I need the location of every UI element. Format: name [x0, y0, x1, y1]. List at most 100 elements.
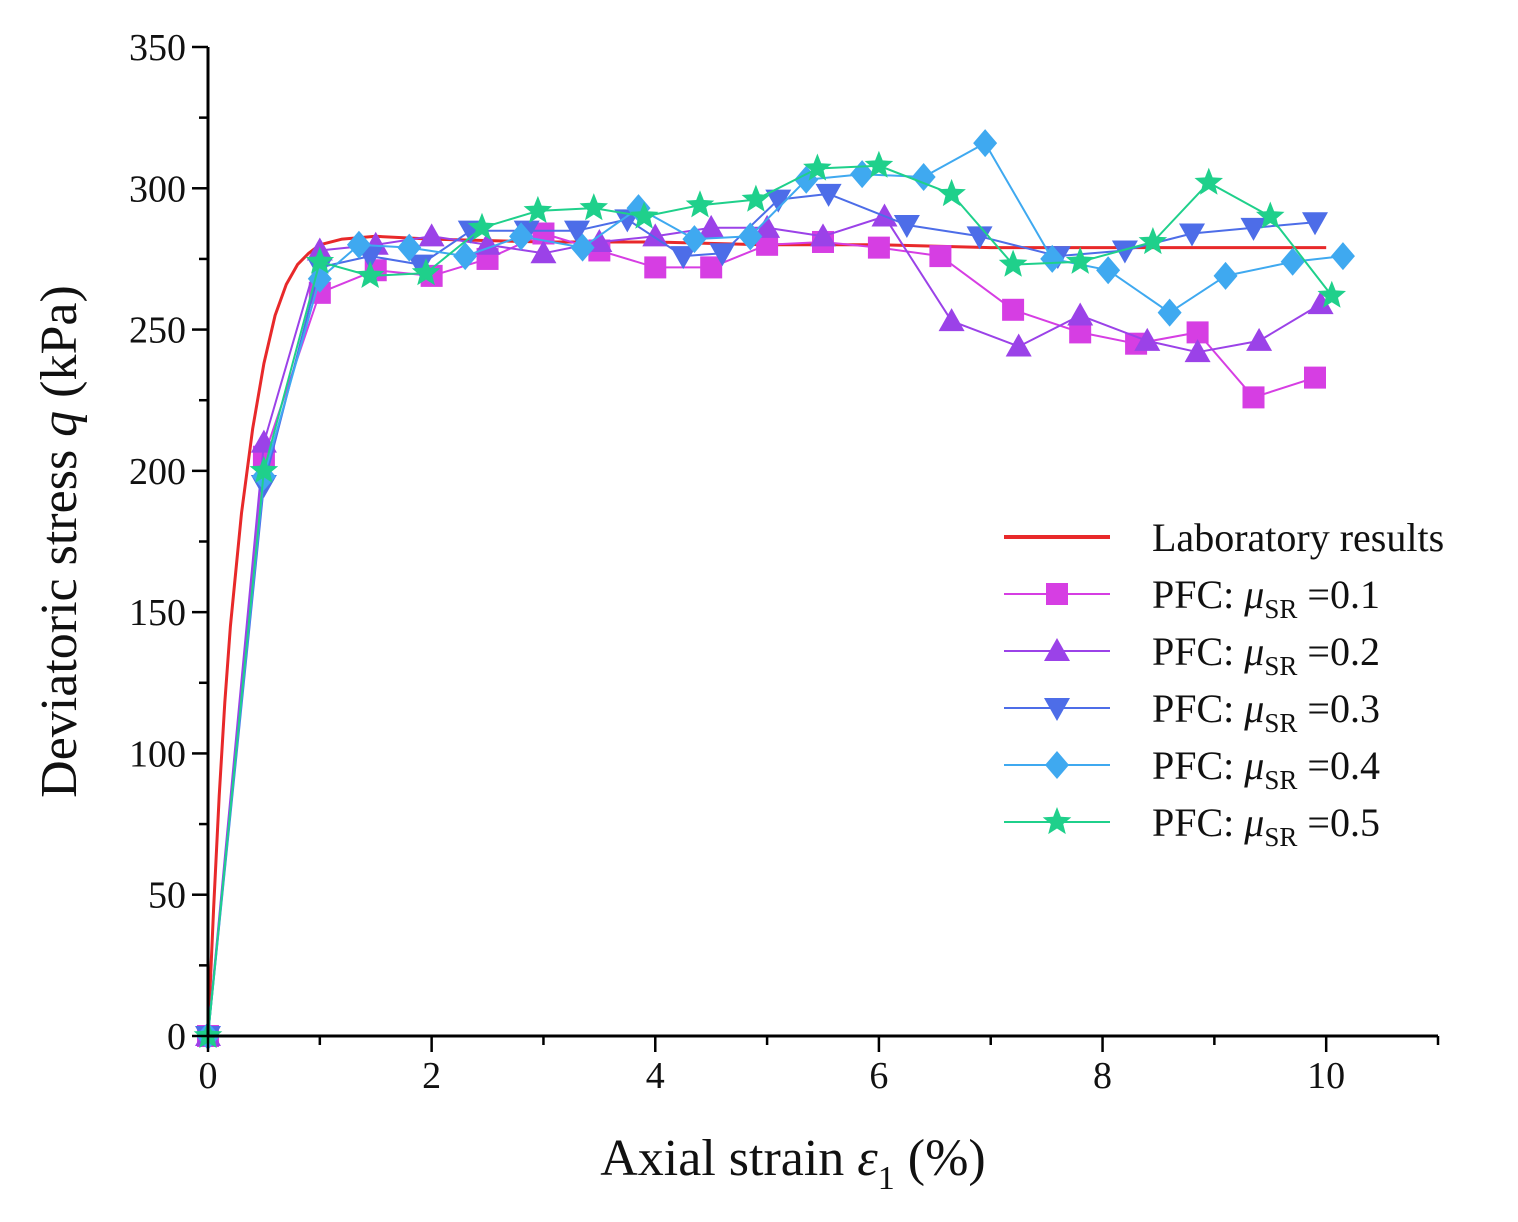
legend-entry: Laboratory results: [1004, 515, 1444, 560]
legend-entry: PFC: μSR =0.5: [1004, 800, 1380, 852]
data-point: [629, 201, 659, 229]
data-point: [756, 233, 779, 256]
data-point: [998, 249, 1028, 277]
legend-label: PFC: μSR =0.2: [1152, 629, 1380, 681]
y-tick-label: 300: [129, 168, 186, 210]
series-line: [207, 192, 1316, 1037]
y-tick-label: 250: [129, 310, 186, 352]
data-point: [1179, 223, 1205, 247]
data-point: [355, 260, 385, 288]
data-point: [1280, 247, 1305, 276]
legend-marker: [1046, 583, 1068, 605]
data-point: [1213, 261, 1238, 290]
data-point: [1317, 280, 1346, 308]
x-tick-label: 8: [1093, 1055, 1112, 1097]
data-point: [467, 212, 497, 240]
data-point: [938, 308, 965, 332]
x-tick-label: 10: [1307, 1055, 1345, 1097]
data-point: [579, 193, 608, 221]
data-point: [1040, 244, 1065, 273]
data-point: [346, 230, 371, 259]
data-point: [1002, 298, 1025, 321]
data-point: [411, 258, 441, 286]
data-point: [973, 129, 998, 158]
data-point: [1157, 298, 1182, 327]
y-axis-title: Deviatoric stress q (kPa): [31, 285, 88, 798]
data-point: [1304, 366, 1326, 389]
data-point: [765, 189, 792, 213]
data-point: [700, 256, 723, 279]
data-point: [893, 215, 920, 239]
y-tick-label: 0: [167, 1016, 186, 1058]
data-point: [929, 245, 952, 268]
data-point: [1240, 217, 1267, 241]
data-point: [698, 214, 725, 238]
data-point: [1256, 201, 1285, 229]
x-tick-label: 6: [869, 1055, 888, 1097]
data-point: [407, 254, 434, 278]
data-point: [1330, 242, 1355, 271]
data-point: [509, 222, 534, 251]
legend-label: Laboratory results: [1152, 515, 1444, 560]
y-tick-label: 350: [129, 27, 186, 69]
series-line: [207, 164, 1333, 1037]
data-point: [474, 231, 501, 255]
data-point: [867, 236, 890, 259]
data-point: [523, 195, 553, 223]
x-tick-label: 2: [422, 1055, 441, 1097]
data-point: [815, 183, 842, 207]
data-point: [685, 190, 715, 218]
legend-label: PFC: μSR =0.5: [1152, 800, 1380, 852]
data-point: [1242, 386, 1265, 409]
data-point: [709, 243, 736, 267]
legend-entry: PFC: μSR =0.2: [1004, 629, 1380, 681]
data-point: [911, 162, 936, 191]
x-axis-title: Axial strain ε1 (%): [600, 1130, 986, 1197]
y-tick-label: 200: [129, 451, 186, 493]
x-tick-label: 0: [199, 1055, 218, 1097]
data-point: [1069, 321, 1092, 344]
series-line: [207, 215, 1322, 1037]
data-point: [570, 233, 595, 262]
y-tick-label: 150: [129, 592, 186, 634]
data-point: [1302, 212, 1328, 236]
data-point: [305, 246, 335, 274]
data-point: [397, 233, 422, 262]
y-tick-label: 50: [148, 875, 186, 917]
legend-entry: PFC: μSR =0.4: [1004, 743, 1380, 795]
axes: 0 50 100 150 200 250 300 350 0 2 4 6 8 10 Axial strain…: [31, 27, 1440, 1197]
legend-label: PFC: μSR =0.4: [1152, 743, 1380, 795]
data-point: [249, 455, 279, 483]
data-point: [803, 153, 832, 181]
legend-entry: PFC: μSR =0.3: [1004, 686, 1380, 738]
data-point: [642, 223, 669, 247]
data-point: [1005, 333, 1032, 357]
data-point: [418, 223, 445, 247]
data-point: [682, 225, 707, 254]
legend-entry: PFC: μSR =0.1: [1004, 572, 1380, 624]
data-point: [1246, 327, 1273, 351]
data-point: [1134, 327, 1161, 351]
legend-marker: [1044, 698, 1070, 721]
data-point: [1307, 291, 1334, 315]
data-point: [810, 223, 836, 247]
legend-marker: [1044, 638, 1070, 661]
data-point: [1111, 240, 1138, 264]
data-point: [1096, 256, 1121, 285]
x-tick-label: 4: [646, 1055, 665, 1097]
data-point: [1194, 167, 1223, 195]
y-tick-label: 100: [129, 733, 186, 775]
data-point: [1065, 246, 1095, 274]
data-point: [530, 240, 557, 264]
data-point: [937, 178, 966, 207]
data-point: [754, 214, 781, 238]
data-point: [738, 222, 763, 251]
data-point: [670, 246, 697, 270]
data-point: [1067, 302, 1094, 326]
data-point: [453, 242, 478, 271]
data-point: [864, 150, 894, 178]
data-point: [1184, 339, 1211, 363]
series-5: [193, 150, 1346, 1049]
